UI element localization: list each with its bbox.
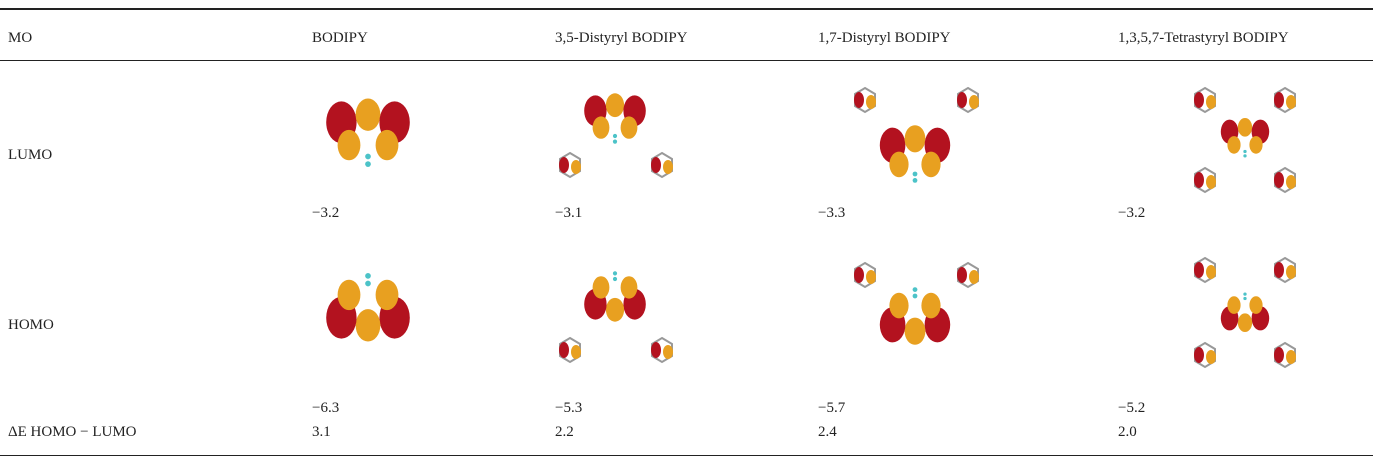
column-header: 1,7-Distyryl BODIPY <box>818 29 951 47</box>
orbital-images <box>0 0 1373 461</box>
cell-value: 3.1 <box>312 423 331 441</box>
orbital-image <box>854 88 979 345</box>
cell-value: −6.3 <box>312 399 339 417</box>
column-header: BODIPY <box>312 29 368 47</box>
column-header: 1,3,5,7-Tetrastyryl BODIPY <box>1118 29 1289 47</box>
row-label: HOMO <box>8 316 54 334</box>
cell-value: −3.3 <box>818 204 845 222</box>
row-label: LUMO <box>8 146 52 164</box>
table: MO BODIPY 3,5-Distyryl BODIPY 1,7-Distyryl … <box>0 0 1373 461</box>
row-label: ΔE HOMO − LUMO <box>8 423 137 441</box>
cell-value: 2.0 <box>1118 423 1137 441</box>
page: {"table": { "header": ["MO", "BODIPY", "… <box>0 0 1373 461</box>
cell-value: −3.1 <box>555 204 582 222</box>
cell-value: 2.2 <box>555 423 574 441</box>
cell-value: −5.7 <box>818 399 845 417</box>
cell-value: −5.3 <box>555 399 582 417</box>
cell-value: −3.2 <box>1118 204 1145 222</box>
column-header: 3,5-Distyryl BODIPY <box>555 29 688 47</box>
orbital-image <box>559 93 673 362</box>
cell-value: −3.2 <box>312 204 339 222</box>
body: MO BODIPY 3,5-Distyryl BODIPY 1,7-Distyryl … <box>0 0 1373 461</box>
column-header: MO <box>8 29 32 47</box>
cell-value: −5.2 <box>1118 399 1145 417</box>
cell-value: 2.4 <box>818 423 837 441</box>
orbital-image <box>1194 88 1296 367</box>
